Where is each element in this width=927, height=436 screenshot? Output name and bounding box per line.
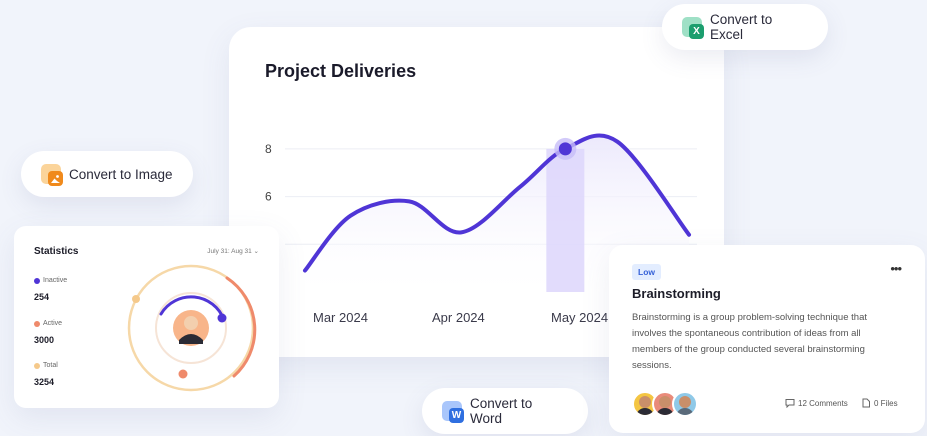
chart-title: Project Deliveries bbox=[265, 61, 417, 81]
total-dot bbox=[132, 295, 140, 303]
image-icon bbox=[41, 164, 63, 186]
priority-badge: Low bbox=[632, 264, 661, 280]
brainstorming-task-card[interactable]: Low ••• Brainstorming Brainstorming is a… bbox=[609, 245, 925, 433]
series-area bbox=[305, 135, 689, 292]
statistics-card: Statistics July 31: Aug 31 ⌄ Inactive 25… bbox=[14, 226, 279, 408]
inactive-dot bbox=[217, 313, 227, 323]
avatar[interactable] bbox=[632, 391, 658, 417]
statistics-title: Statistics bbox=[34, 246, 79, 257]
convert-to-excel-label: Convert to Excel bbox=[710, 12, 773, 42]
statistics-orbit-graphic bbox=[127, 264, 257, 392]
comments-count[interactable]: 12 Comments bbox=[785, 398, 848, 408]
chevron-down-icon: ⌄ bbox=[253, 248, 259, 255]
highlight-point bbox=[558, 142, 572, 156]
avatar-body bbox=[179, 334, 203, 344]
files-count[interactable]: 0 Files bbox=[861, 398, 898, 408]
convert-to-image-button[interactable]: Convert to Image bbox=[21, 151, 193, 197]
convert-to-word-button[interactable]: W Convert to Word bbox=[422, 388, 588, 434]
file-icon bbox=[862, 398, 870, 408]
more-options-icon[interactable]: ••• bbox=[890, 261, 902, 276]
word-icon: W bbox=[442, 401, 464, 423]
convert-to-excel-button[interactable]: X Convert to Excel bbox=[662, 4, 828, 50]
active-dot bbox=[178, 369, 188, 379]
x-tick-label: Mar 2024 bbox=[313, 310, 368, 325]
series-line bbox=[303, 133, 691, 273]
convert-to-image-label: Convert to Image bbox=[69, 166, 173, 182]
middle-ring-arc bbox=[159, 295, 226, 322]
outer-ring-arc bbox=[225, 276, 257, 378]
outer-ring bbox=[127, 264, 255, 392]
y-tick-label: 6 bbox=[265, 190, 272, 204]
active-value: 3000 bbox=[34, 335, 55, 345]
inactive-value: 254 bbox=[34, 292, 50, 302]
total-label: Total bbox=[34, 362, 58, 369]
excel-icon: X bbox=[682, 17, 704, 39]
avatar-face bbox=[184, 316, 198, 330]
avatar[interactable] bbox=[672, 391, 698, 417]
total-value: 3254 bbox=[34, 377, 55, 387]
comment-icon bbox=[785, 399, 795, 408]
middle-ring bbox=[155, 292, 227, 364]
convert-to-word-label: Convert to Word bbox=[470, 396, 533, 426]
task-description: Brainstorming is a group problem-solving… bbox=[632, 312, 867, 371]
x-tick-label: May 2024 bbox=[551, 310, 608, 325]
y-tick-label: 8 bbox=[265, 142, 272, 156]
inactive-label: Inactive bbox=[34, 277, 67, 284]
active-label: Active bbox=[34, 320, 62, 327]
task-title: Brainstorming bbox=[632, 286, 721, 301]
date-range-dropdown[interactable]: July 31: Aug 31 ⌄ bbox=[207, 248, 259, 255]
x-tick-label: Apr 2024 bbox=[432, 310, 485, 325]
highlight-bar bbox=[546, 148, 585, 292]
